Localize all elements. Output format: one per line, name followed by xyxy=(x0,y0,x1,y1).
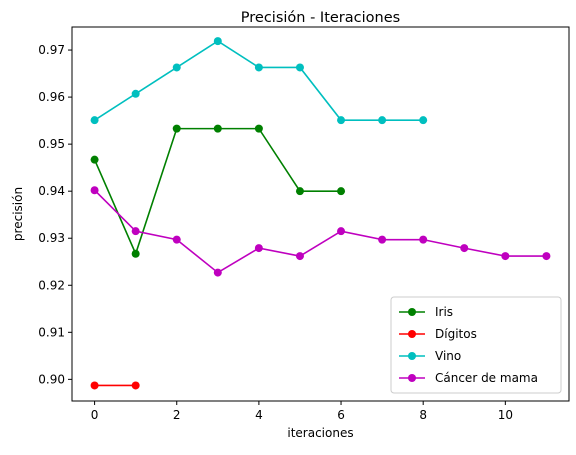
data-point xyxy=(131,227,140,236)
data-point xyxy=(254,124,263,133)
legend-marker xyxy=(408,352,416,360)
data-point xyxy=(254,63,263,72)
legend-marker xyxy=(408,330,416,338)
series-2 xyxy=(90,37,428,125)
data-point xyxy=(131,249,140,258)
legend: Iris Dígitos Vino Cáncer de mama xyxy=(390,296,562,394)
legend-label: Vino xyxy=(435,349,461,363)
data-point xyxy=(501,252,510,261)
y-tick-label: 0.97 xyxy=(38,43,65,57)
legend-box xyxy=(390,296,562,394)
y-tick-label: 0.95 xyxy=(38,137,65,151)
data-point xyxy=(337,187,346,196)
data-point xyxy=(254,244,263,253)
series-3 xyxy=(90,186,551,277)
data-point xyxy=(90,116,99,125)
legend-marker xyxy=(408,374,416,382)
axes-frame xyxy=(71,26,570,402)
y-tick-label: 0.90 xyxy=(38,372,65,386)
data-point xyxy=(295,252,304,261)
data-point xyxy=(172,124,181,133)
legend-item: Dígitos xyxy=(399,327,477,341)
x-tick-label: 6 xyxy=(337,408,345,422)
legend-label: Cáncer de mama xyxy=(435,371,538,385)
legend-label: Iris xyxy=(435,305,453,319)
x-axis-title: iteraciones xyxy=(287,426,353,440)
x-axis-ticks: 0 2 4 6 8 10 xyxy=(91,401,513,422)
data-point xyxy=(90,381,99,390)
series-1 xyxy=(90,381,140,390)
x-tick-label: 2 xyxy=(173,408,181,422)
data-point xyxy=(213,37,222,46)
data-point xyxy=(131,381,140,390)
y-tick-label: 0.92 xyxy=(38,278,65,292)
data-point xyxy=(295,187,304,196)
legend-item: Cáncer de mama xyxy=(399,371,538,385)
data-point xyxy=(419,116,428,125)
data-point xyxy=(90,155,99,164)
y-tick-label: 0.94 xyxy=(38,184,65,198)
series-0 xyxy=(90,124,346,258)
data-point xyxy=(460,244,469,253)
data-point xyxy=(337,227,346,236)
data-point xyxy=(419,235,428,244)
x-tick-label: 0 xyxy=(91,408,99,422)
y-tick-label: 0.91 xyxy=(38,325,65,339)
legend-marker xyxy=(408,308,416,316)
data-point xyxy=(213,268,222,277)
x-tick-label: 8 xyxy=(419,408,427,422)
chart-title: Precisión - Iteraciones xyxy=(241,10,400,26)
data-point xyxy=(213,124,222,133)
series-lines xyxy=(90,37,551,390)
data-point xyxy=(172,63,181,72)
y-axis-title: precisión xyxy=(11,187,25,241)
data-point xyxy=(295,63,304,72)
data-point xyxy=(542,252,551,261)
legend-label: Dígitos xyxy=(435,327,477,341)
data-point xyxy=(90,186,99,195)
data-point xyxy=(378,116,387,125)
data-point xyxy=(378,235,387,244)
data-point xyxy=(337,116,346,125)
y-tick-label: 0.93 xyxy=(38,231,65,245)
x-tick-label: 10 xyxy=(498,408,513,422)
series-line xyxy=(94,189,547,274)
data-point xyxy=(172,235,181,244)
y-tick-label: 0.96 xyxy=(38,90,65,104)
x-tick-label: 4 xyxy=(255,408,263,422)
legend-item: Vino xyxy=(399,349,461,363)
y-axis-ticks: 0.90 0.91 0.92 0.93 0.94 0.95 0.96 0.97 xyxy=(38,43,72,386)
data-point xyxy=(131,89,140,98)
legend-item: Iris xyxy=(399,305,453,319)
